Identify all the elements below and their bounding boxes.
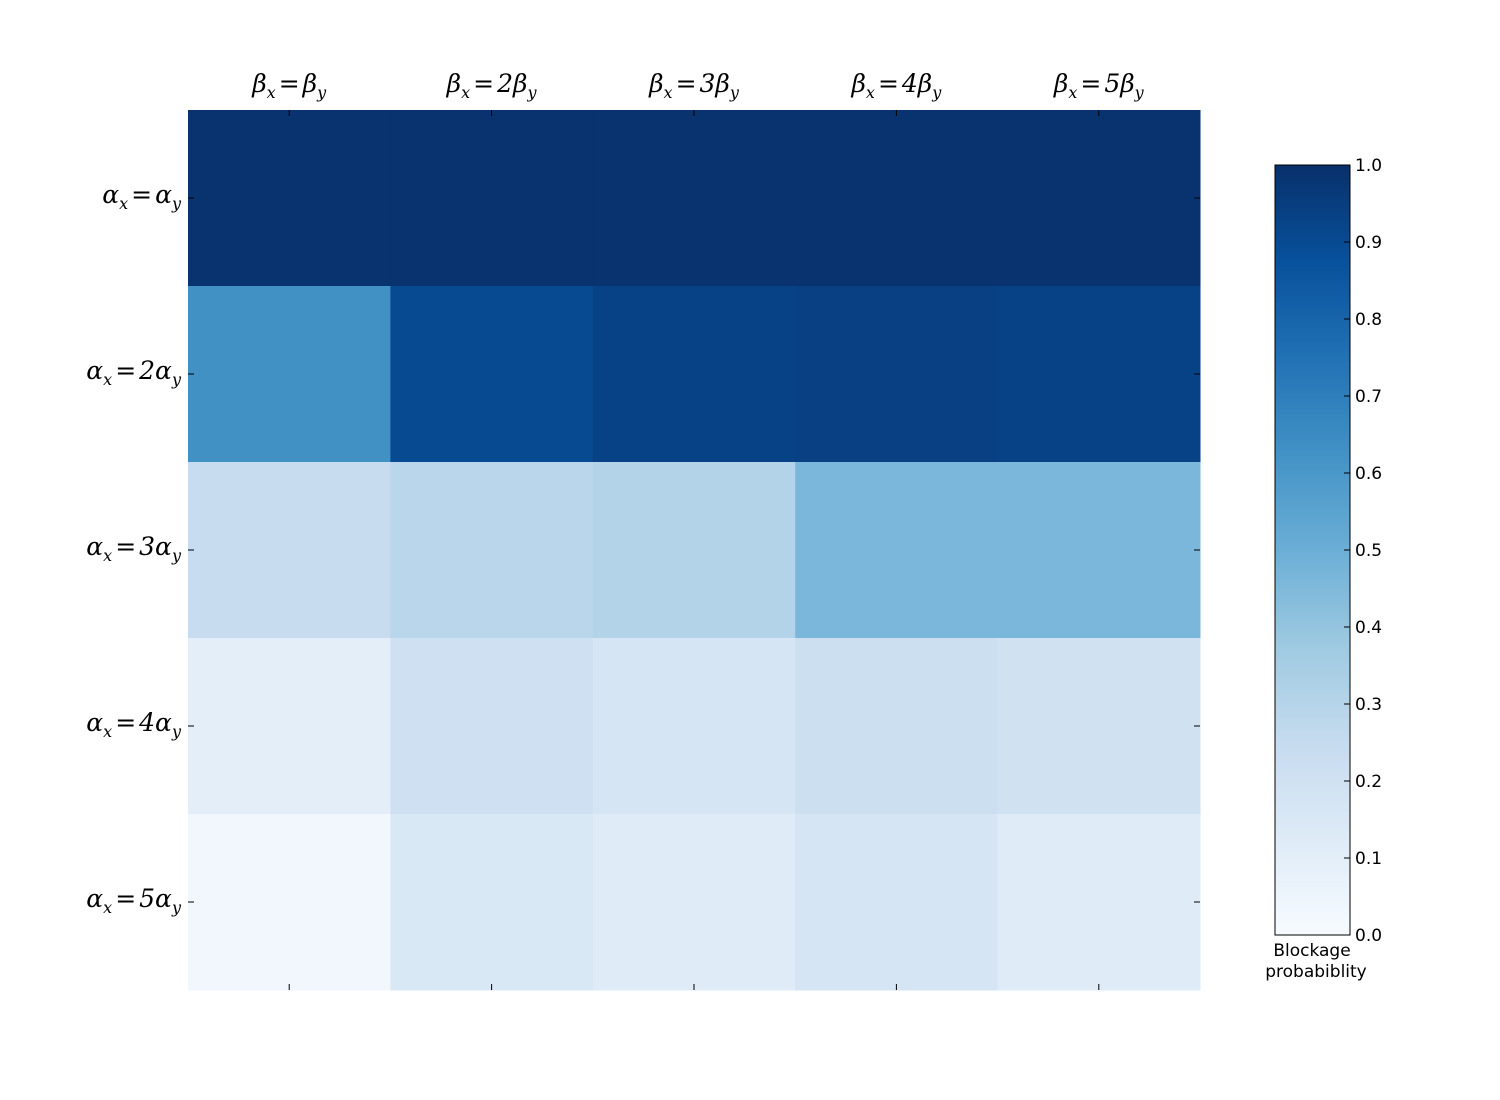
heatmap-cell-r3-c1 (188, 462, 391, 639)
y-tick-label-3: αx = 3αy (86, 532, 182, 565)
heatmap-cell-r2-c2 (390, 286, 594, 463)
y-tick-label-2: αx = 2αy (86, 356, 182, 389)
x-tick-label-4: βx = 4βy (850, 69, 942, 102)
colorbar-tick-label: 0.6 (1355, 464, 1382, 484)
heatmap-cell-r4-c4 (795, 638, 999, 815)
x-tick-labels: βx = βy βx = 2βy βx = 3βy βx = 4βy βx = 5βy (251, 69, 1144, 102)
heatmap-cell-r1-c4 (795, 110, 999, 287)
axis-ticks (188, 110, 1200, 990)
heatmap-cell-r3-c4 (795, 462, 999, 639)
heatmap-cell-r3-c5 (997, 462, 1201, 639)
heatmap-cell-r3-c2 (390, 462, 594, 639)
colorbar-tick-label: 0.1 (1355, 849, 1382, 869)
x-tick-label-5: βx = 5βy (1053, 69, 1145, 102)
heatmap-cell-r2-c5 (997, 286, 1201, 463)
heatmap-cell-r4-c3 (592, 638, 796, 815)
heatmap-cell-r5-c2 (390, 814, 594, 991)
y-tick-labels: αx = αy αx = 2αy αx = 3αy αx = 4αy αx = 5αy (86, 180, 182, 917)
y-tick-label-5: αx = 5αy (86, 884, 182, 917)
heatmap-cell-r3-c3 (592, 462, 796, 639)
heatmap-cell-r2-c4 (795, 286, 999, 463)
heatmap-cell-r5-c1 (188, 814, 391, 991)
x-tick-label-2: βx = 2βy (446, 69, 538, 102)
colorbar-label-line-1: Blockage (1273, 941, 1350, 961)
heatmap-cell-r5-c4 (795, 814, 999, 991)
heatmap-cell-r4-c2 (390, 638, 594, 815)
heatmap-cell-r1-c1 (188, 110, 391, 287)
colorbar-tick-label: 0.9 (1355, 233, 1382, 253)
colorbar-tick-label: 0.7 (1355, 387, 1382, 407)
colorbar-tick-label: 0.3 (1355, 695, 1382, 715)
colorbar-tick-label: 0.5 (1355, 541, 1382, 561)
heatmap-cell-r4-c5 (997, 638, 1201, 815)
heatmap-cell-r2-c3 (592, 286, 796, 463)
colorbar-tick-label: 0.4 (1355, 618, 1382, 638)
heatmap-cell-r5-c3 (592, 814, 796, 991)
y-tick-label-4: αx = 4αy (86, 708, 182, 741)
colorbar-tick-label: 0.2 (1355, 772, 1382, 792)
heatmap-cell-r1-c2 (390, 110, 594, 287)
heatmap-cell-r1-c3 (592, 110, 796, 287)
x-tick-label-3: βx = 3βy (648, 69, 740, 102)
colorbar-tick-label: 0.0 (1355, 926, 1382, 946)
heatmap-cell-r5-c5 (997, 814, 1201, 991)
colorbar-tick-label: 1.0 (1355, 156, 1382, 176)
colorbar-tick-label: 0.8 (1355, 310, 1382, 330)
colorbar-ticks: 0.0 0.1 0.2 0.3 0.4 0.5 0.6 0.7 0.8 0.9 1.0 (1344, 156, 1382, 946)
x-tick-label-1: βx = βy (251, 69, 327, 102)
heatmap-cells (188, 110, 1201, 991)
colorbar-label-line-2: probabiblity (1265, 962, 1367, 982)
y-tick-label-1: αx = αy (102, 180, 182, 213)
colorbar-gradient (1274, 164, 1351, 936)
colorbar: 0.0 0.1 0.2 0.3 0.4 0.5 0.6 0.7 0.8 0.9 1.0 Blocka… (1265, 156, 1382, 982)
heatmap-cell-r4-c1 (188, 638, 391, 815)
heatmap-cell-r1-c5 (997, 110, 1201, 287)
heatmap-cell-r2-c1 (188, 286, 391, 463)
